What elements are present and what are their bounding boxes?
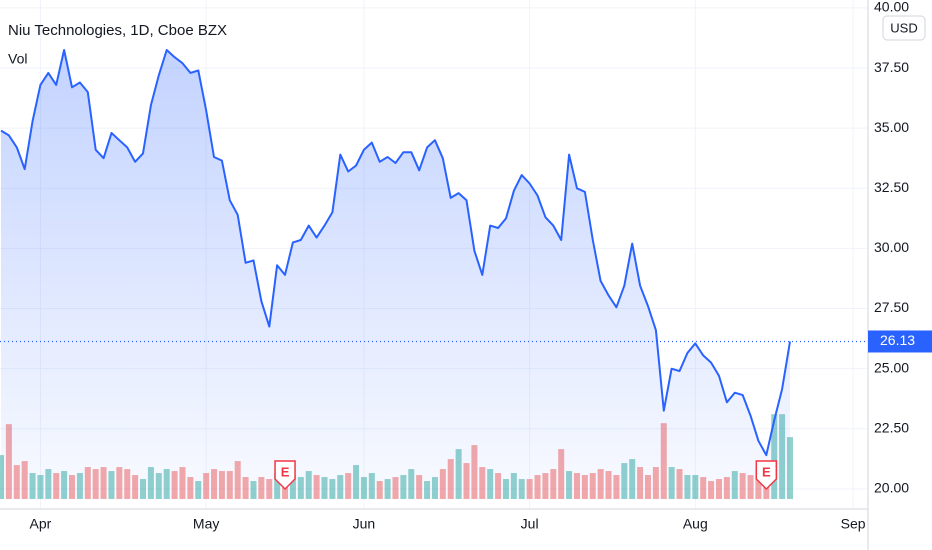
price-axis: 20.00 22.50 25.00 27.50 30.00 32.50 35.00 37.50… xyxy=(874,0,909,496)
x-tick-label: May xyxy=(193,516,219,532)
x-tick-label: Sep xyxy=(841,516,866,532)
y-tick-label: 22.50 xyxy=(874,419,909,435)
y-tick-label: 25.00 xyxy=(874,359,909,375)
x-tick-label: Aug xyxy=(683,516,708,532)
y-tick-label: 40.00 xyxy=(874,0,909,15)
last-price-tag xyxy=(868,330,932,353)
volume-label: Vol xyxy=(8,51,27,67)
earnings-marker xyxy=(755,460,778,491)
y-tick-label: 32.50 xyxy=(874,179,909,195)
earnings-label: E xyxy=(762,464,771,479)
price-area xyxy=(1,50,790,499)
y-tick-label: 37.50 xyxy=(874,59,909,75)
y-tick-label: 20.00 xyxy=(874,480,909,496)
last-price-label: 26.13 xyxy=(880,332,915,348)
earnings-label: E xyxy=(281,464,290,479)
price-line xyxy=(0,49,791,457)
currency-button[interactable] xyxy=(882,15,926,41)
chart-title: Niu Technologies, 1D, Cboe BZX xyxy=(8,22,227,39)
y-tick-label: 35.00 xyxy=(874,119,909,135)
x-tick-label: Apr xyxy=(30,516,52,532)
x-tick-label: Jul xyxy=(521,516,539,532)
x-tick-label: Jun xyxy=(353,516,376,532)
earnings-marker xyxy=(274,460,296,491)
plot-area: Apr May Jun Jul Aug Sep E E xyxy=(0,49,868,532)
y-tick-label: 30.00 xyxy=(874,239,909,255)
y-tick-label: 27.50 xyxy=(874,299,909,315)
currency-label: USD xyxy=(890,20,917,35)
